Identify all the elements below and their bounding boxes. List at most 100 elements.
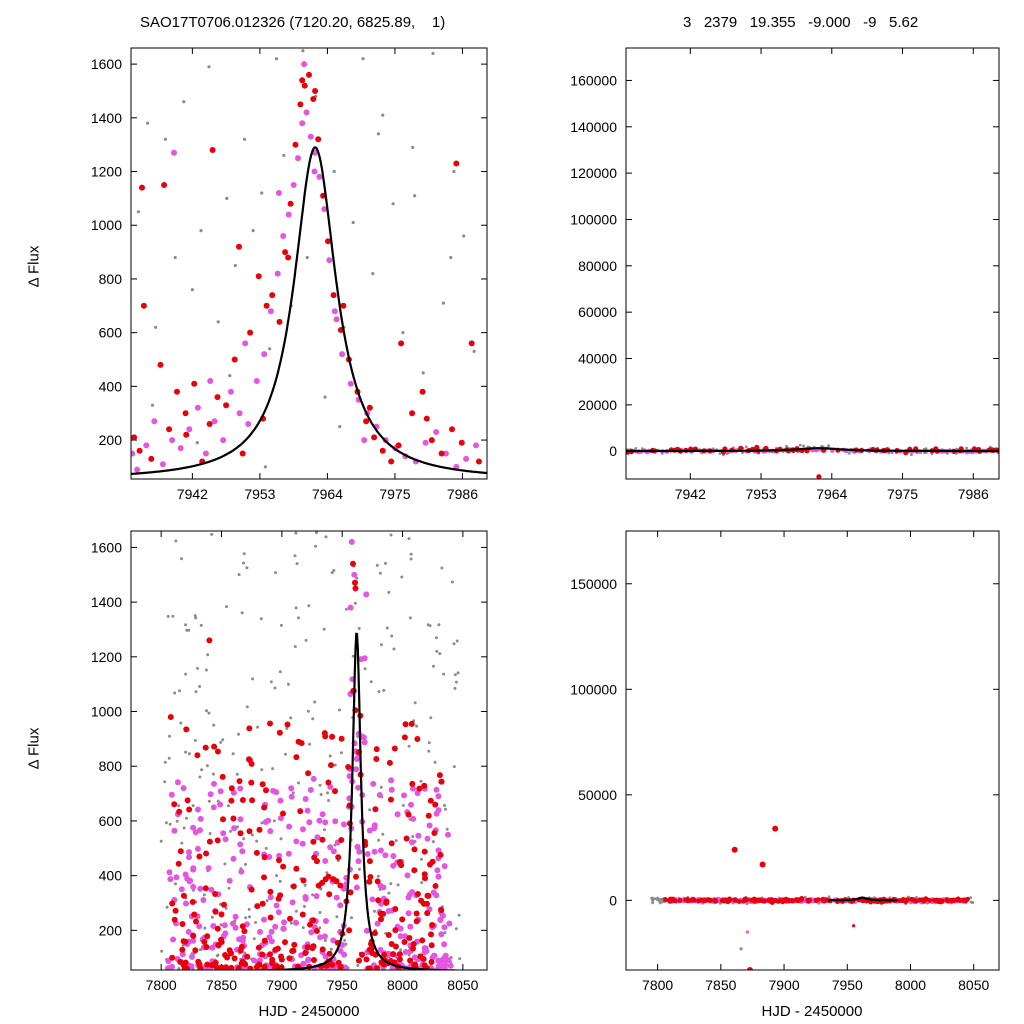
- data-point-gray: [371, 272, 375, 276]
- data-point-magenta: [217, 801, 224, 808]
- data-point-gray: [323, 828, 326, 832]
- data-point-magenta: [415, 832, 422, 839]
- data-point-gray: [452, 642, 456, 646]
- data-point-red: [424, 900, 430, 907]
- data-point-gray: [203, 926, 207, 930]
- data-point-red: [276, 318, 283, 325]
- data-point-red: [161, 182, 168, 188]
- panel-bottom-right: 7800 7850 7900 7950 8000 8050 0 50000 100000 1500…: [570, 530, 1000, 993]
- data-point-gray: [325, 871, 329, 875]
- data-point-gray: [244, 862, 247, 866]
- data-point-red: [458, 439, 465, 446]
- data-point-gray: [242, 561, 245, 565]
- data-point-gray: [435, 636, 438, 640]
- data-point-red: [816, 474, 822, 479]
- data-point-magenta: [286, 823, 293, 830]
- data-point-red: [667, 898, 672, 904]
- data-point-magenta: [442, 961, 449, 968]
- data-point-red: [304, 944, 311, 951]
- y-tick-label: 1400: [91, 110, 122, 126]
- data-point-red: [391, 745, 398, 752]
- data-point-magenta: [337, 948, 344, 954]
- data-point-magenta: [364, 851, 371, 857]
- x-tick-label: 7953: [745, 486, 776, 502]
- data-point-magenta: [232, 924, 239, 931]
- data-point-magenta: [409, 889, 416, 895]
- data-point-gray: [432, 664, 435, 668]
- data-point-red: [401, 734, 408, 741]
- data-point-gray: [785, 444, 788, 448]
- data-point-red: [411, 962, 418, 968]
- data-point-red: [683, 897, 689, 903]
- data-point-red: [169, 954, 176, 961]
- data-point-magenta: [180, 785, 187, 792]
- data-point-magenta: [178, 886, 185, 893]
- data-point-gray: [237, 732, 240, 736]
- data-point-red: [366, 404, 373, 411]
- fit-curve: [626, 447, 999, 453]
- data-point-red: [206, 838, 213, 845]
- data-point-magenta: [293, 919, 299, 926]
- data-point-gray: [381, 113, 385, 117]
- data-point-red: [204, 933, 211, 940]
- data-point-gray: [202, 893, 206, 897]
- data-point-gray: [376, 132, 380, 136]
- data-point-gray: [357, 627, 361, 630]
- data-point-gray: [441, 301, 445, 305]
- data-point-red: [428, 959, 435, 965]
- data-point-gray: [332, 568, 336, 572]
- data-point-gray: [409, 557, 413, 561]
- data-point-magenta: [301, 61, 308, 68]
- data-point-red: [193, 918, 199, 925]
- data-point-gray: [265, 899, 269, 903]
- data-point-magenta: [430, 889, 437, 896]
- data-point-magenta: [189, 953, 195, 960]
- data-point-gray: [650, 896, 654, 900]
- data-point-magenta: [409, 839, 415, 846]
- data-point-red: [190, 932, 197, 939]
- data-point-red: [407, 957, 414, 964]
- data-point-red: [330, 292, 337, 299]
- data-point-magenta: [377, 847, 384, 854]
- data-point-gray: [389, 882, 393, 886]
- data-point-red: [923, 896, 929, 902]
- data-point-gray: [259, 617, 263, 621]
- data-point-gray: [181, 943, 185, 947]
- data-point-magenta: [285, 850, 292, 857]
- data-point-gray: [210, 915, 214, 919]
- y-tick-label: 600: [99, 325, 123, 341]
- data-point-gray: [427, 749, 431, 753]
- data-point-magenta: [277, 815, 284, 822]
- data-point-red: [366, 878, 373, 885]
- x-tick-label: 7942: [675, 486, 706, 502]
- data-point-magenta: [435, 873, 442, 880]
- data-point-red: [401, 939, 408, 945]
- data-point-gray: [207, 799, 211, 803]
- data-point-gray: [274, 57, 279, 61]
- data-point-gray: [438, 652, 442, 656]
- data-point-magenta: [195, 806, 201, 813]
- data-point-gray: [163, 137, 167, 141]
- data-point-red: [398, 340, 405, 347]
- data-point-gray: [357, 867, 361, 871]
- data-point-gray: [193, 614, 197, 618]
- data-point-magenta: [369, 896, 376, 903]
- data-point-magenta: [171, 149, 177, 156]
- data-point-red: [242, 961, 249, 968]
- data-point-red: [352, 579, 358, 586]
- data-point-red: [413, 910, 420, 917]
- data-point-magenta: [261, 351, 268, 358]
- data-point-red: [796, 898, 802, 903]
- data-point-red: [191, 911, 198, 918]
- data-point-red: [222, 952, 229, 958]
- data-point-red: [183, 431, 190, 438]
- data-point-gray: [384, 561, 387, 565]
- data-point-gray: [260, 768, 264, 772]
- data-point-gray: [224, 906, 228, 910]
- data-point-red: [191, 380, 198, 387]
- data-point-gray: [171, 614, 175, 618]
- data-point-gray: [327, 799, 331, 802]
- data-point-red: [934, 897, 940, 903]
- data-point-magenta: [441, 941, 448, 948]
- y-tick-label: 800: [99, 758, 123, 774]
